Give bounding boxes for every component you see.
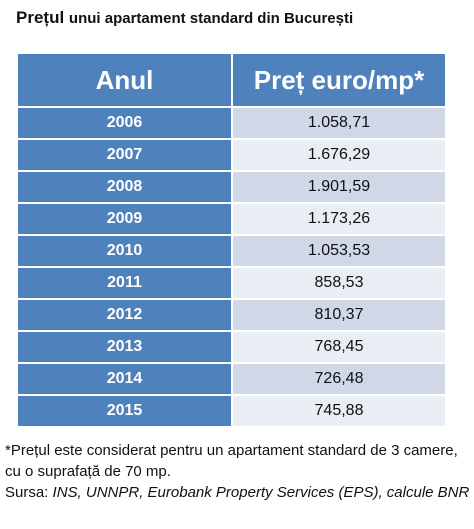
year-cell: 2012 <box>18 298 233 331</box>
year-cell: 2015 <box>18 394 233 426</box>
footnote-source-list: INS, UNNPR, Eurobank Property Services (… <box>52 484 470 501</box>
price-cell: 1.901,59 <box>232 170 445 203</box>
price-cell: 1.053,53 <box>232 234 445 267</box>
table-row: 2012 810,37 <box>18 298 445 331</box>
price-cell: 745,88 <box>232 394 445 426</box>
price-cell: 1.058,71 <box>232 106 445 139</box>
table-row: 2007 1.676,29 <box>18 138 445 171</box>
year-cell: 2008 <box>18 170 233 203</box>
price-cell: 726,48 <box>232 362 445 395</box>
footnote: *Prețul este considerat pentru un aparta… <box>5 440 471 503</box>
column-header-year: Anul <box>18 54 233 107</box>
price-cell: 1.676,29 <box>232 138 445 171</box>
table-body: 2006 1.058,71 2007 1.676,29 2008 1.901,59 2009… <box>18 106 445 426</box>
year-cell: 2013 <box>18 330 233 363</box>
table-title-bold: Prețul <box>16 8 65 27</box>
table-header-row: Anul Preț euro/mp* <box>18 54 445 107</box>
price-cell: 858,53 <box>232 266 445 299</box>
year-cell: 2010 <box>18 234 233 267</box>
year-cell: 2011 <box>18 266 233 299</box>
table-title-rest: unui apartament standard din București <box>68 10 354 27</box>
price-table: Anul Preț euro/mp* 2006 1.058,71 2007 1.676… <box>18 54 445 426</box>
table-row: 2009 1.173,26 <box>18 202 445 235</box>
table-row: 2011 858,53 <box>18 266 445 299</box>
table-title: Prețul unui apartament standard din Bucu… <box>16 8 353 28</box>
table-row: 2014 726,48 <box>18 362 445 395</box>
year-cell: 2014 <box>18 362 233 395</box>
year-cell: 2007 <box>18 138 233 171</box>
table-row: 2008 1.901,59 <box>18 170 445 203</box>
table-row: 2013 768,45 <box>18 330 445 363</box>
table-row: 2015 745,88 <box>18 394 445 426</box>
price-cell: 1.173,26 <box>232 202 445 235</box>
footnote-source-prefix: Sursa: <box>5 484 53 501</box>
year-cell: 2009 <box>18 202 233 235</box>
column-header-price: Preț euro/mp* <box>232 54 445 107</box>
price-cell: 810,37 <box>232 298 445 331</box>
table-row: 2006 1.058,71 <box>18 106 445 139</box>
footnote-note: *Prețul este considerat pentru un aparta… <box>5 442 458 480</box>
price-cell: 768,45 <box>232 330 445 363</box>
year-cell: 2006 <box>18 106 233 139</box>
footnote-source: Sursa: INS, UNNPR, Eurobank Property Ser… <box>5 482 471 503</box>
table-row: 2010 1.053,53 <box>18 234 445 267</box>
